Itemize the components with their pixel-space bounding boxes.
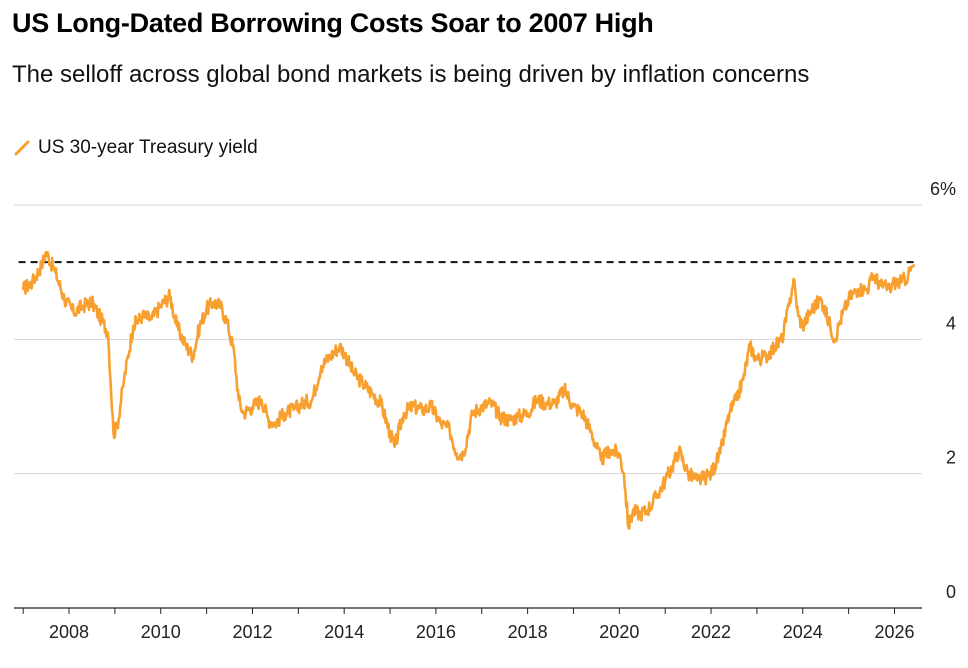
x-tick-label: 2022 xyxy=(691,622,731,642)
chart-title: US Long-Dated Borrowing Costs Soar to 20… xyxy=(12,8,654,38)
x-tick-label: 2018 xyxy=(508,622,548,642)
x-tick-label: 2016 xyxy=(416,622,456,642)
x-tick-label: 2014 xyxy=(324,622,364,642)
chart-subtitle: The selloff across global bond markets i… xyxy=(12,61,810,88)
y-tick-label: 0 xyxy=(946,582,956,602)
legend-swatch-icon xyxy=(14,140,30,156)
x-tick-label: 2012 xyxy=(232,622,272,642)
x-tick-label: 2020 xyxy=(599,622,639,642)
x-tick-label: 2024 xyxy=(783,622,823,642)
y-tick-label: 4 xyxy=(946,313,956,333)
x-tick-label: 2026 xyxy=(874,622,914,642)
x-tick-label: 2010 xyxy=(141,622,181,642)
y-tick-label: 2 xyxy=(946,448,956,468)
y-tick-label: 6% xyxy=(930,179,956,199)
series-line-1 xyxy=(21,250,915,530)
x-tick-label: 2008 xyxy=(49,622,89,642)
legend-label: US 30-year Treasury yield xyxy=(38,137,258,158)
legend: US 30-year Treasury yield xyxy=(14,137,258,159)
